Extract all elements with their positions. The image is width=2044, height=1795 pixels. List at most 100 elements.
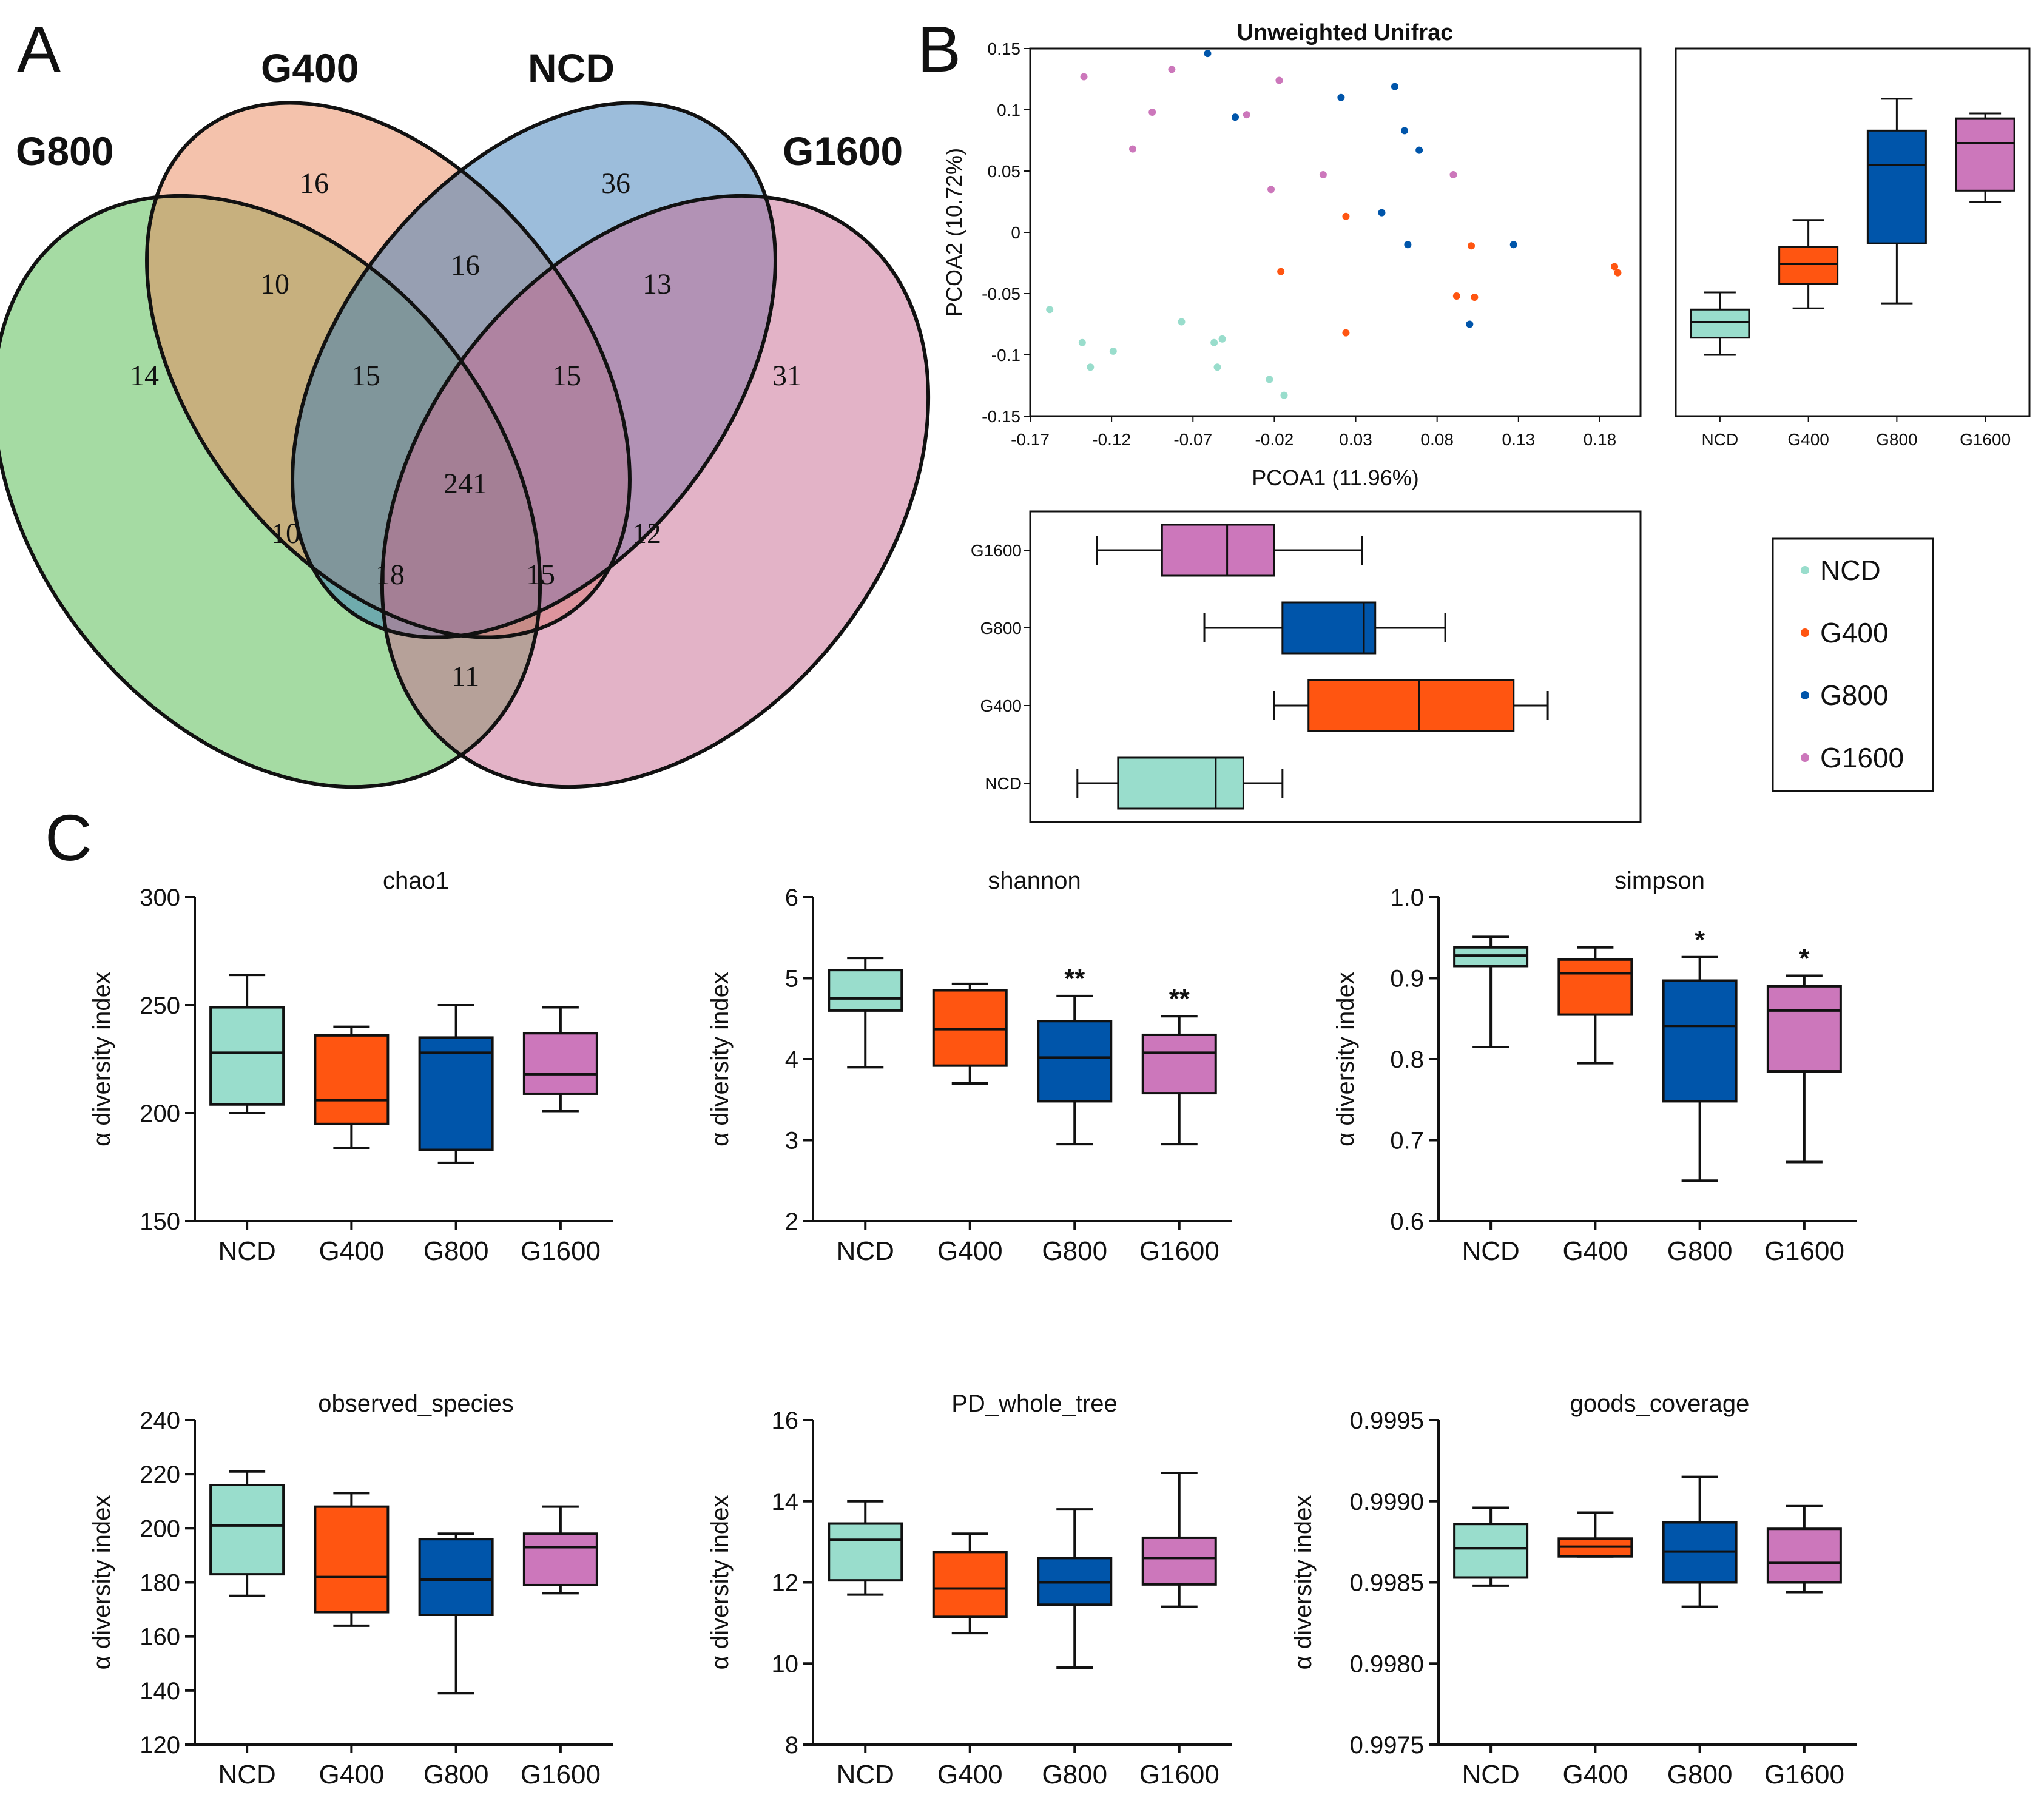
y-tick-label: 16 [772,1407,799,1434]
x-tick-label: G800 [423,1760,489,1790]
box-g400 [314,1034,390,1125]
y-tick-label: 1.0 [1390,884,1424,911]
box-g1600 [1161,524,1275,577]
y-tick-label: 0.9975 [1350,1732,1424,1759]
x-tick-label: G1600 [1139,1236,1219,1266]
y-axis-label: α diversity index [707,1495,734,1670]
x-tick-label: G400 [319,1236,385,1266]
scatter-point-g1600 [1080,73,1088,81]
scatter-point-g1600 [1449,171,1457,179]
y-tick-label: 160 [140,1624,180,1651]
y-tick-label: 140 [140,1678,180,1705]
pcoa1-boxplot: NCD G400 G800 G1600 [971,510,1642,823]
box-g400 [1307,679,1515,732]
box-g400 [1778,246,1839,285]
venn-set-label: G800 [16,129,113,173]
box-ncd [209,1484,285,1576]
y-tick-label: 250 [140,992,180,1019]
box-ncd [1117,756,1244,810]
significance-mark: ** [1064,964,1085,994]
venn-region-count: 15 [526,559,555,591]
box-g400 [1557,958,1633,1016]
scatter-point-ncd [1218,335,1226,343]
scatter-point-g400 [1468,242,1476,250]
venn-region-count: 241 [444,468,487,500]
x-tick-label: -0.02 [1255,430,1294,449]
scatter-point-g800 [1378,209,1386,217]
x-tick-label: NCD [1462,1236,1519,1266]
scatter-point-g800 [1337,93,1345,101]
y-tick-label: 8 [785,1732,798,1759]
x-tick-label: G400 [319,1760,385,1790]
legend-frame [1772,537,1934,792]
alpha-diversity-panels: chao1 300 250 200 150 α diversity index NCD G40… [89,867,1857,1790]
pcoa2-boxplot: NCD G400 G800 G1600 [1675,47,2031,449]
y-tick-label: 240 [140,1407,180,1434]
venn-ellipse-outline [0,194,542,789]
scatter-point-g800 [1404,241,1412,249]
box-g400 [314,1505,390,1614]
scatter-point-g1600 [1243,111,1250,119]
x-tick-label: G800 [1667,1760,1733,1790]
significance-mark: ** [1169,984,1190,1014]
legend-label: G1600 [1820,742,1904,773]
group-legend: NCD G400 G800 G1600 [1772,537,1934,792]
y-tick-label: 0.8 [1390,1046,1424,1073]
venn-ellipse-fill [382,195,929,787]
venn-set-label: G400 [261,45,359,90]
box-g800 [1037,1020,1113,1103]
y-tick-label: -0.1 [991,346,1020,365]
x-tick-label: G1600 [521,1760,601,1790]
scatter-point-ncd [1210,338,1218,346]
venn-diagram: G800 G400 NCD G1600 14 16 36 31 10 16 13 10 12 11 15 15… [0,45,931,789]
scatter-point-ncd [1213,363,1221,371]
legend-marker-g400 [1801,628,1809,637]
scatter-point-g400 [1277,268,1285,275]
y-axis-label: α diversity index [89,972,115,1147]
legend-marker-g1600 [1801,753,1809,762]
scatter-point-ncd [1087,363,1095,371]
x-tick-label: NCD [218,1760,275,1790]
x-tick-label: NCD [837,1236,894,1266]
x-tick-label: 0.13 [1502,430,1536,449]
x-tick-label: 0.18 [1584,430,1617,449]
y-tick-label: 200 [140,1100,180,1127]
venn-region-count: 10 [260,268,289,300]
panel-title: shannon [988,867,1081,894]
x-tick-label: 0.08 [1420,430,1454,449]
pcoa1-box-frame [1029,510,1642,823]
scatter-point-g400 [1342,212,1350,220]
alpha-panel-chao1: chao1 300 250 200 150 α diversity index NCD G40… [89,867,613,1266]
x-tick-label: G1600 [1764,1760,1844,1790]
x-tick-label: G400 [1563,1236,1628,1266]
y-tick-label: 0.15 [988,39,1021,58]
y-tick-label: 300 [140,884,180,911]
panel-label-c: C [45,801,92,874]
scatter-point-g800 [1401,127,1409,135]
venn-set-label: NCD [528,45,615,90]
venn-region-count: 11 [451,661,479,693]
box-g1600 [1766,1527,1842,1584]
x-tick-label: G800 [1876,430,1918,449]
scatter-point-g400 [1452,292,1460,300]
scatter-point-g1600 [1129,145,1137,153]
box-g800 [1866,129,1927,244]
scatter-point-g400 [1611,263,1619,271]
venn-ellipse-outline [380,194,931,789]
y-tick-label: 12 [772,1570,799,1597]
venn-region-count: 16 [451,249,480,281]
y-tick-label: G1600 [971,541,1022,560]
venn-ellipse-outline [145,101,632,639]
legend-label: G400 [1820,617,1889,648]
x-tick-label: G1600 [521,1236,601,1266]
box-g800 [418,1036,494,1151]
y-tick-label: 6 [785,884,798,911]
pcoa-scatter: Unweighted Unifrac -0.17 -0.12 -0.07 -0.02 0.… [942,20,1642,490]
box-g1600 [1766,985,1842,1073]
y-tick-label: 0.7 [1390,1128,1424,1154]
box-g400 [932,1551,1008,1618]
box-ncd [1690,308,1750,339]
panel-label-b: B [917,12,961,86]
y-tick-label: 0.1 [997,101,1020,120]
